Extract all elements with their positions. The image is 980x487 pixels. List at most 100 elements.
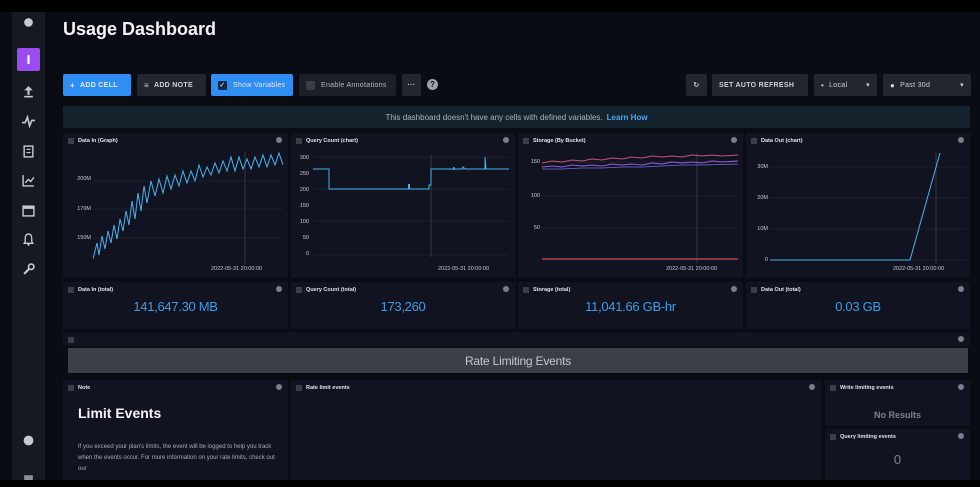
top-letterbox bbox=[0, 0, 980, 12]
cell-settings-gear-icon[interactable] bbox=[731, 137, 737, 143]
data-out-line-chart bbox=[770, 153, 966, 263]
cell-data-out-total[interactable]: Data Out (total) 0.03 GB bbox=[746, 282, 970, 329]
cell-title: Data Out (chart) bbox=[761, 138, 803, 144]
cell-storage-by-bucket[interactable]: Storage (By Bucket) 150 100 50 2022-05-3… bbox=[518, 133, 743, 278]
cell-title: Storage (By Bucket) bbox=[533, 138, 586, 144]
drag-handle-icon[interactable] bbox=[68, 287, 74, 293]
show-variables-toggle[interactable]: ✓ Show Variables bbox=[211, 74, 293, 96]
drag-handle-icon[interactable] bbox=[523, 287, 529, 293]
cell-settings-gear-icon[interactable] bbox=[731, 286, 737, 292]
single-stat-value: 0.03 GB bbox=[835, 299, 881, 314]
cell-settings-gear-icon[interactable] bbox=[276, 286, 282, 292]
cell-settings-gear-icon[interactable] bbox=[958, 433, 964, 439]
no-results-text: No Results bbox=[873, 410, 921, 420]
note-lines-icon: ≡ bbox=[144, 80, 149, 90]
cell-title: Note bbox=[78, 385, 91, 391]
chart-timestamp: 2022-05-31 20:00:00 bbox=[893, 266, 945, 272]
sidebar-item-notebook-icon[interactable] bbox=[17, 140, 40, 163]
cell-storage-total[interactable]: Storage (total) 11,041.66 GB-hr bbox=[518, 282, 743, 329]
set-auto-refresh-button[interactable]: SET AUTO REFRESH bbox=[712, 74, 808, 96]
cell-query-limiting-events[interactable]: Query limiting events 0 bbox=[825, 429, 970, 480]
drag-handle-icon[interactable] bbox=[68, 385, 74, 391]
sidebar-help-icon[interactable] bbox=[17, 429, 40, 452]
drag-handle-icon[interactable] bbox=[830, 434, 836, 440]
y-tick-label: 50 bbox=[302, 235, 309, 241]
more-dots-icon: ··· bbox=[407, 81, 416, 89]
sidebar-item-data-icon[interactable] bbox=[17, 48, 40, 71]
drag-handle-icon[interactable] bbox=[523, 138, 529, 144]
drag-handle-icon[interactable] bbox=[830, 385, 836, 391]
cell-query-count-chart[interactable]: Query Count (chart) 300 250 200 150 100 … bbox=[291, 133, 515, 278]
more-options-button[interactable]: ··· bbox=[402, 74, 421, 96]
storage-multi-line-chart bbox=[542, 153, 738, 263]
enable-annotations-toggle[interactable]: Enable Annotations bbox=[299, 74, 396, 96]
cell-data-out-chart[interactable]: Data Out (chart) 30M 20M 10M 0 2022-05-3… bbox=[746, 133, 970, 278]
cell-settings-gear-icon[interactable] bbox=[503, 137, 509, 143]
cell-data-in-total[interactable]: Data In (total) 141,647.30 MB bbox=[63, 282, 288, 329]
learn-how-link[interactable]: Learn How bbox=[606, 112, 648, 122]
add-note-button[interactable]: ≡ ADD NOTE bbox=[137, 74, 206, 96]
y-tick-label: 150 bbox=[530, 159, 540, 165]
note-body-text: If you exceed your plan's limits, the ev… bbox=[78, 444, 275, 472]
drag-handle-icon[interactable] bbox=[296, 385, 302, 391]
y-tick-label: 250 bbox=[299, 171, 309, 177]
cell-settings-gear-icon[interactable] bbox=[958, 286, 964, 292]
chart-timestamp: 2022-05-31 20:00:00 bbox=[211, 266, 263, 272]
drag-handle-icon[interactable] bbox=[751, 287, 757, 293]
sidebar-item-tasks-icon[interactable] bbox=[17, 199, 40, 222]
y-tick-label: 170M bbox=[77, 206, 91, 212]
cell-note[interactable]: Note Limit Events If you exceed your pla… bbox=[63, 380, 288, 480]
sidebar-item-upload-icon[interactable] bbox=[17, 80, 40, 103]
sidebar-item-activity-icon[interactable] bbox=[17, 110, 40, 133]
help-icon[interactable]: ? bbox=[427, 79, 438, 90]
globe-icon: • bbox=[821, 80, 825, 90]
cell-write-limiting-events[interactable]: Write limiting events No Results bbox=[825, 380, 970, 426]
y-tick-label: 300 bbox=[299, 155, 309, 161]
add-cell-button[interactable]: + ADD CELL bbox=[63, 74, 131, 96]
cell-title: Query Count (chart) bbox=[306, 138, 358, 144]
page-title: Usage Dashboard bbox=[63, 19, 217, 39]
cell-settings-gear-icon[interactable] bbox=[958, 336, 964, 342]
drag-handle-icon[interactable] bbox=[296, 287, 302, 293]
refresh-button[interactable]: ↻ bbox=[686, 74, 707, 96]
drag-handle-icon[interactable] bbox=[296, 138, 302, 144]
y-tick-label: 10M bbox=[757, 226, 768, 232]
note-heading: Limit Events bbox=[78, 405, 162, 421]
sidebar-user-icon[interactable] bbox=[17, 467, 40, 487]
single-stat-value: 0 bbox=[893, 452, 902, 467]
checkbox-checked-icon: ✓ bbox=[218, 80, 227, 90]
cell-rate-limit-events[interactable]: Rate limit events bbox=[291, 380, 821, 480]
cell-title: Rate limit events bbox=[306, 385, 350, 391]
plus-icon: + bbox=[70, 80, 75, 90]
sidebar-item-settings-wrench-icon[interactable] bbox=[17, 258, 40, 281]
time-range-dropdown[interactable]: ● Past 30d ▾ bbox=[883, 74, 971, 96]
timezone-dropdown[interactable]: • Local ▾ bbox=[814, 74, 877, 96]
sidebar-item-dashboards-icon[interactable] bbox=[17, 169, 40, 192]
cell-settings-gear-icon[interactable] bbox=[276, 137, 282, 143]
y-tick-label: 200M bbox=[77, 176, 91, 182]
cell-settings-gear-icon[interactable] bbox=[503, 286, 509, 292]
y-tick-label: 100 bbox=[299, 219, 309, 225]
sidebar-item-alerts-icon[interactable] bbox=[17, 228, 40, 251]
cell-title: Data In (Graph) bbox=[78, 138, 118, 144]
cell-settings-gear-icon[interactable] bbox=[958, 137, 964, 143]
chart-timestamp: 2022-05-31 20:00:00 bbox=[438, 266, 490, 272]
data-in-line-chart bbox=[93, 151, 283, 263]
drag-handle-icon[interactable] bbox=[751, 138, 757, 144]
single-stat-value: 173,260 bbox=[380, 299, 426, 314]
drag-handle-icon[interactable] bbox=[68, 138, 74, 144]
cell-title: Query limiting events bbox=[840, 434, 896, 440]
cell-title: Data Out (total) bbox=[761, 287, 801, 293]
cell-settings-gear-icon[interactable] bbox=[809, 384, 815, 390]
cell-data-in-graph[interactable]: Data In (Graph) 200M 170M 150M 2022-05-3… bbox=[63, 133, 288, 278]
query-count-line-chart bbox=[313, 155, 509, 257]
cell-settings-gear-icon[interactable] bbox=[276, 384, 282, 390]
sidebar-nav bbox=[12, 12, 45, 481]
logo-icon[interactable] bbox=[17, 12, 40, 35]
cell-settings-gear-icon[interactable] bbox=[958, 384, 964, 390]
cell-title: Write limiting events bbox=[840, 385, 894, 391]
drag-handle-icon[interactable] bbox=[68, 337, 74, 343]
cell-query-count-total[interactable]: Query Count (total) 173,260 bbox=[291, 282, 515, 329]
section-cell-header[interactable] bbox=[63, 332, 970, 346]
